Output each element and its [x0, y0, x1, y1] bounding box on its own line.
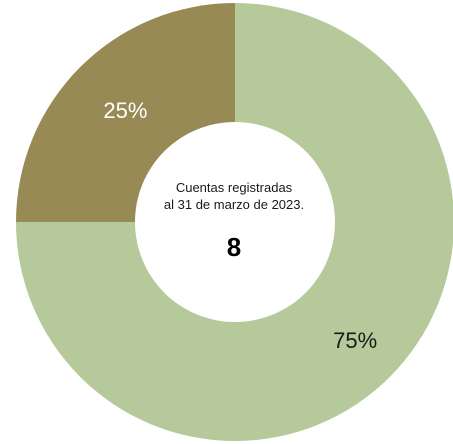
slice-1	[16, 3, 235, 222]
slice-0	[16, 3, 453, 441]
center-value: 8	[227, 232, 241, 262]
slice-label-25: 25%	[103, 98, 147, 123]
center-label-line-2: al 31 de marzo de 2023.	[164, 197, 304, 212]
slice-label-75: 75%	[333, 328, 377, 353]
center-label-line-1: Cuentas registradas	[176, 180, 293, 195]
slices-group	[16, 3, 453, 441]
